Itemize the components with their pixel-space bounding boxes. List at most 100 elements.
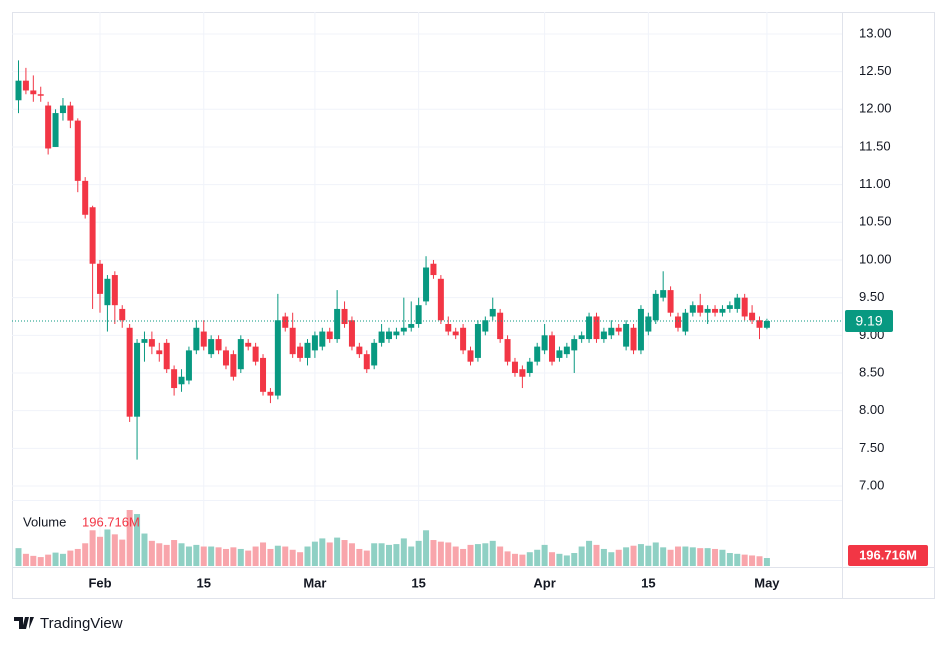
volume-bar	[74, 548, 81, 566]
brand-name: TradingView	[40, 615, 123, 632]
candle-body	[526, 361, 533, 373]
candle-body	[689, 305, 696, 313]
candle-body	[178, 376, 185, 385]
volume-bar	[163, 544, 170, 566]
candle-body	[756, 320, 763, 328]
candle-body	[230, 354, 237, 377]
candle-body	[408, 324, 415, 328]
candle-body	[215, 339, 222, 351]
volume-bar	[97, 536, 104, 566]
volume-bar	[630, 545, 637, 566]
candle-body	[652, 293, 659, 321]
volume-bar	[67, 550, 74, 566]
candle-body	[400, 327, 407, 332]
volume-bar	[356, 548, 363, 566]
candle-body	[586, 316, 593, 340]
candle-body	[378, 331, 385, 343]
volume-bar	[408, 546, 415, 566]
candle-body	[111, 275, 118, 306]
candle-body	[674, 316, 681, 328]
volume-bar	[608, 552, 615, 566]
volume-bar	[586, 540, 593, 566]
volume-bar	[556, 553, 563, 566]
y-tick-label: 12.50	[859, 63, 892, 78]
candle-body	[504, 339, 511, 362]
volume-bar	[623, 547, 630, 566]
volume-bar	[430, 540, 437, 566]
candle-body	[222, 350, 229, 366]
candle-body	[30, 90, 37, 95]
candle-body	[608, 327, 615, 336]
volume-bar	[741, 554, 748, 566]
candle-body	[319, 331, 326, 347]
volume-bar	[593, 544, 600, 566]
volume-bar	[704, 548, 711, 566]
candle-body	[156, 350, 163, 355]
volume-bar	[667, 549, 674, 566]
candle-body	[341, 308, 348, 325]
candle-body	[59, 105, 66, 114]
volume-bar	[534, 549, 541, 566]
grid	[12, 12, 842, 566]
volume-bar	[363, 550, 370, 566]
candle-body	[437, 278, 444, 321]
volume-bar	[59, 553, 66, 566]
candle-body	[645, 316, 652, 332]
candle-body	[22, 80, 29, 91]
candle-body	[148, 339, 155, 347]
candle-body	[571, 339, 578, 351]
volume-bar	[311, 541, 318, 566]
volume-bar	[156, 543, 163, 566]
volume-bar	[652, 542, 659, 566]
candle-body	[208, 339, 215, 355]
frame	[12, 12, 935, 599]
volume-bar	[452, 546, 459, 566]
x-tick-label: 15	[411, 575, 425, 590]
y-tick-label: 9.50	[859, 289, 884, 304]
volume-bar	[386, 544, 392, 566]
candle-body	[556, 350, 563, 358]
volume-bar	[682, 546, 689, 566]
volume-bar	[519, 554, 526, 566]
volume-bar	[215, 547, 222, 566]
candle-body	[267, 391, 274, 396]
x-tick-label: May	[754, 575, 780, 590]
candle-body	[311, 335, 318, 351]
candle-body	[363, 354, 370, 370]
volume-bar	[497, 546, 504, 566]
candle-body	[193, 327, 200, 351]
volume-bar	[615, 549, 622, 566]
candle-body	[134, 342, 141, 417]
candle-body	[541, 335, 548, 351]
volume-bar	[267, 548, 274, 566]
candle-body	[304, 342, 311, 358]
candle-body	[630, 327, 637, 351]
candle-body	[489, 308, 496, 317]
candle-body	[119, 308, 126, 321]
candle-body	[660, 290, 667, 298]
volume-bar	[482, 543, 489, 566]
volume-bar	[511, 553, 518, 566]
candle-body	[749, 312, 756, 321]
volume-bar	[726, 553, 733, 566]
volume-bar	[600, 548, 607, 566]
volume-bar	[297, 552, 304, 566]
candle-body	[163, 342, 170, 370]
candle-body	[348, 320, 355, 347]
volume-bar	[697, 548, 704, 566]
volume-bar	[141, 533, 148, 566]
candle-body	[682, 312, 689, 332]
volume-bar	[89, 530, 96, 566]
volume-bar	[111, 534, 118, 566]
volume-bar	[37, 557, 44, 566]
candle-body	[82, 180, 89, 215]
x-tick-label: 15	[641, 575, 655, 590]
last-price-box	[845, 309, 893, 332]
volume-bar	[467, 544, 474, 566]
candle-body	[200, 331, 207, 347]
x-tick-label: Feb	[88, 575, 111, 590]
y-tick-label: 8.50	[859, 364, 884, 379]
branding: TradingView	[14, 615, 123, 632]
candle-body	[37, 94, 44, 96]
